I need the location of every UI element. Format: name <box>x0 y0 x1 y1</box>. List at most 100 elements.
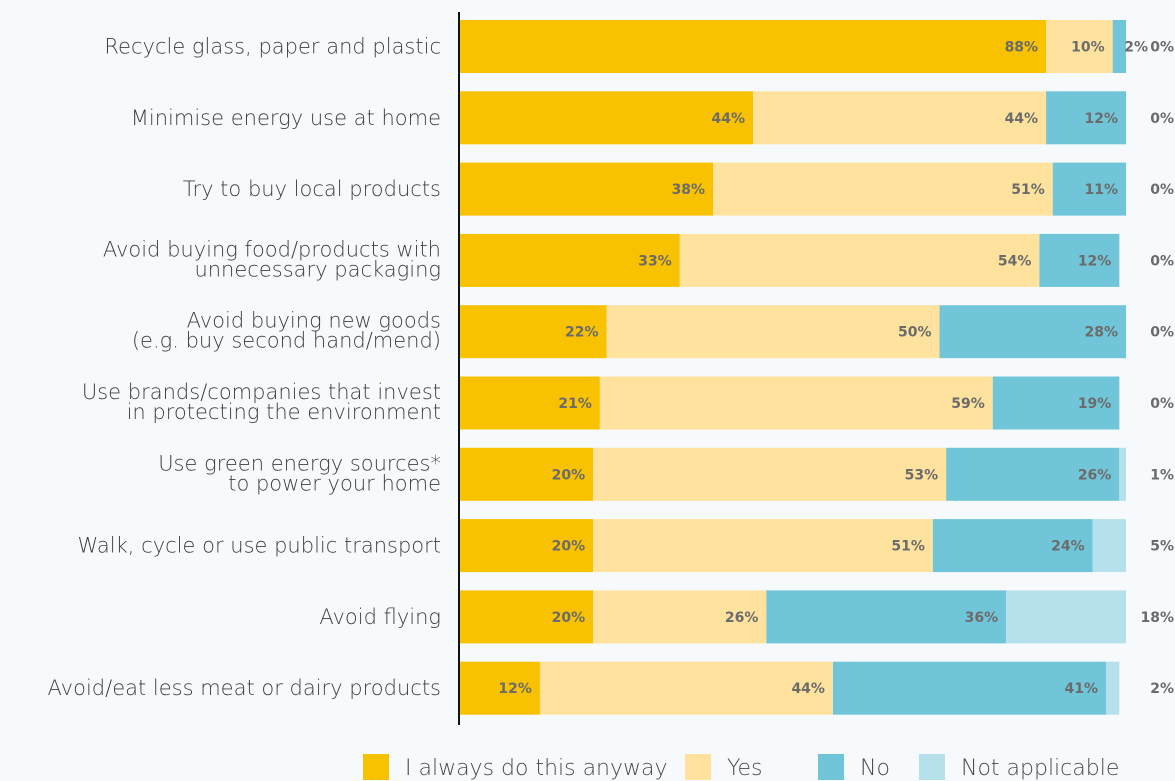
data-label: 41% <box>1065 681 1099 697</box>
data-label: 10% <box>1071 40 1105 56</box>
data-label: 5% <box>1150 539 1174 555</box>
category-label-line: Use brands/companies that invest <box>82 380 441 404</box>
data-label: 11% <box>1084 182 1118 198</box>
data-label: 51% <box>891 539 925 555</box>
legend-label: No <box>860 756 890 781</box>
category-label: Avoid buying food/products with unnecessa… <box>103 237 441 281</box>
data-label: 20% <box>552 610 586 626</box>
bar-segment-no <box>1112 20 1126 73</box>
legend-label: I always do this anyway <box>405 756 668 781</box>
bar-segment-i-always-do-this-anyway <box>460 447 594 501</box>
data-label: 53% <box>905 467 939 483</box>
bar-segment-yes <box>599 376 993 430</box>
bar-segment-i-always-do-this-anyway <box>460 661 540 715</box>
bar-segment-i-always-do-this-anyway <box>460 20 1047 73</box>
category-label-line: Avoid buying new goods <box>187 309 441 333</box>
category-label: Minimise energy use at home <box>131 106 441 130</box>
data-label: 38% <box>672 182 706 198</box>
data-label: 44% <box>791 681 825 697</box>
category-label: Use green energy sources* to power your h… <box>158 451 441 495</box>
bar-segment-yes <box>593 590 767 644</box>
bar-segment-yes <box>713 162 1053 216</box>
data-label: 88% <box>1005 40 1039 56</box>
data-label: 59% <box>951 396 985 412</box>
data-label: 12% <box>1078 253 1112 269</box>
bar-segment-i-always-do-this-anyway <box>460 590 594 644</box>
data-label: 26% <box>1078 467 1112 483</box>
category-label: Avoid flying <box>319 605 441 629</box>
bar-segment-i-always-do-this-anyway <box>460 519 594 573</box>
data-label: 51% <box>1011 182 1045 198</box>
category-label: Walk, cycle or use public transport <box>78 534 441 558</box>
data-label: 26% <box>725 610 759 626</box>
category-label: Avoid/eat less meat or dairy products <box>48 676 441 700</box>
category-label-line: to power your home <box>228 471 441 495</box>
bar-segment-no <box>1046 91 1126 145</box>
bar-segment-not-applicable <box>1119 447 1126 501</box>
data-label: 0% <box>1150 111 1174 127</box>
data-label: 44% <box>1005 111 1039 127</box>
bar-segment-not-applicable <box>1006 590 1126 644</box>
bar-segment-i-always-do-this-anyway <box>460 162 714 216</box>
data-label: 20% <box>552 539 586 555</box>
legend: I always do this anyway Yes No Not applicab… <box>363 754 1119 781</box>
data-label: 20% <box>552 467 586 483</box>
data-label: 21% <box>558 396 592 412</box>
category-label-line: unnecessary packaging <box>194 257 441 281</box>
data-label: 1% <box>1150 467 1174 483</box>
data-label: 50% <box>898 325 932 341</box>
bar-segment-not-applicable <box>1092 519 1126 573</box>
bar-segment-no <box>766 590 1007 644</box>
category-label: Avoid buying new goods (e.g. buy second h… <box>132 309 441 353</box>
data-label: 2% <box>1150 681 1174 697</box>
data-label: 28% <box>1084 325 1118 341</box>
category-label-line: Avoid buying food/products with <box>103 237 441 261</box>
legend-label: Not applicable <box>961 756 1119 781</box>
data-label: 12% <box>498 681 532 697</box>
bar-segment-no <box>1052 162 1126 216</box>
bar-segment-i-always-do-this-anyway <box>460 91 754 145</box>
data-label: 0% <box>1150 396 1174 412</box>
bar-segment-no <box>939 305 1126 359</box>
bars-group: 88% 10% 2% 0%44% 44% 12% 0%38% 51% 11% 0%33% 54% 12… <box>460 20 1174 715</box>
bar-segment-yes <box>593 447 947 501</box>
data-label: 0% <box>1150 182 1174 198</box>
data-label: 44% <box>712 111 746 127</box>
legend-swatch <box>818 754 844 780</box>
bar-segment-no <box>1039 233 1120 287</box>
data-label: 0% <box>1150 325 1174 341</box>
data-label: 54% <box>998 253 1032 269</box>
bar-segment-yes <box>606 305 940 359</box>
bar-segment-no <box>946 447 1120 501</box>
bar-segment-yes <box>679 233 1040 287</box>
bar-segment-yes <box>1046 20 1113 73</box>
category-labels-group: Recycle glass, paper and plastic Minimise… <box>48 35 441 701</box>
bar-segment-yes <box>753 91 1047 145</box>
legend-swatch <box>919 754 945 780</box>
data-label: 0% <box>1150 40 1174 56</box>
category-label: Try to buy local products <box>183 177 441 201</box>
category-label-line: (e.g. buy second hand/mend) <box>132 329 441 353</box>
data-label: 18% <box>1140 610 1174 626</box>
bar-segment-no <box>932 519 1093 573</box>
data-label: 0% <box>1150 253 1174 269</box>
legend-swatch <box>685 754 711 780</box>
data-label: 36% <box>965 610 999 626</box>
category-label-line: Use green energy sources* <box>158 451 441 475</box>
data-label: 19% <box>1078 396 1112 412</box>
legend-swatch <box>363 754 389 780</box>
bar-segment-not-applicable <box>1106 661 1120 715</box>
category-label: Use brands/companies that invest in prote… <box>82 380 441 424</box>
bar-segment-i-always-do-this-anyway <box>460 233 680 287</box>
category-label-line: in protecting the environment <box>127 400 441 424</box>
data-label: 22% <box>565 325 599 341</box>
category-label: Recycle glass, paper and plastic <box>104 35 441 59</box>
bar-segment-no <box>992 376 1120 430</box>
data-label: 2% <box>1124 40 1148 56</box>
data-label: 24% <box>1051 539 1085 555</box>
legend-label: Yes <box>727 756 763 781</box>
data-label: 33% <box>638 253 672 269</box>
data-label: 12% <box>1084 111 1118 127</box>
bar-segment-no <box>832 661 1107 715</box>
